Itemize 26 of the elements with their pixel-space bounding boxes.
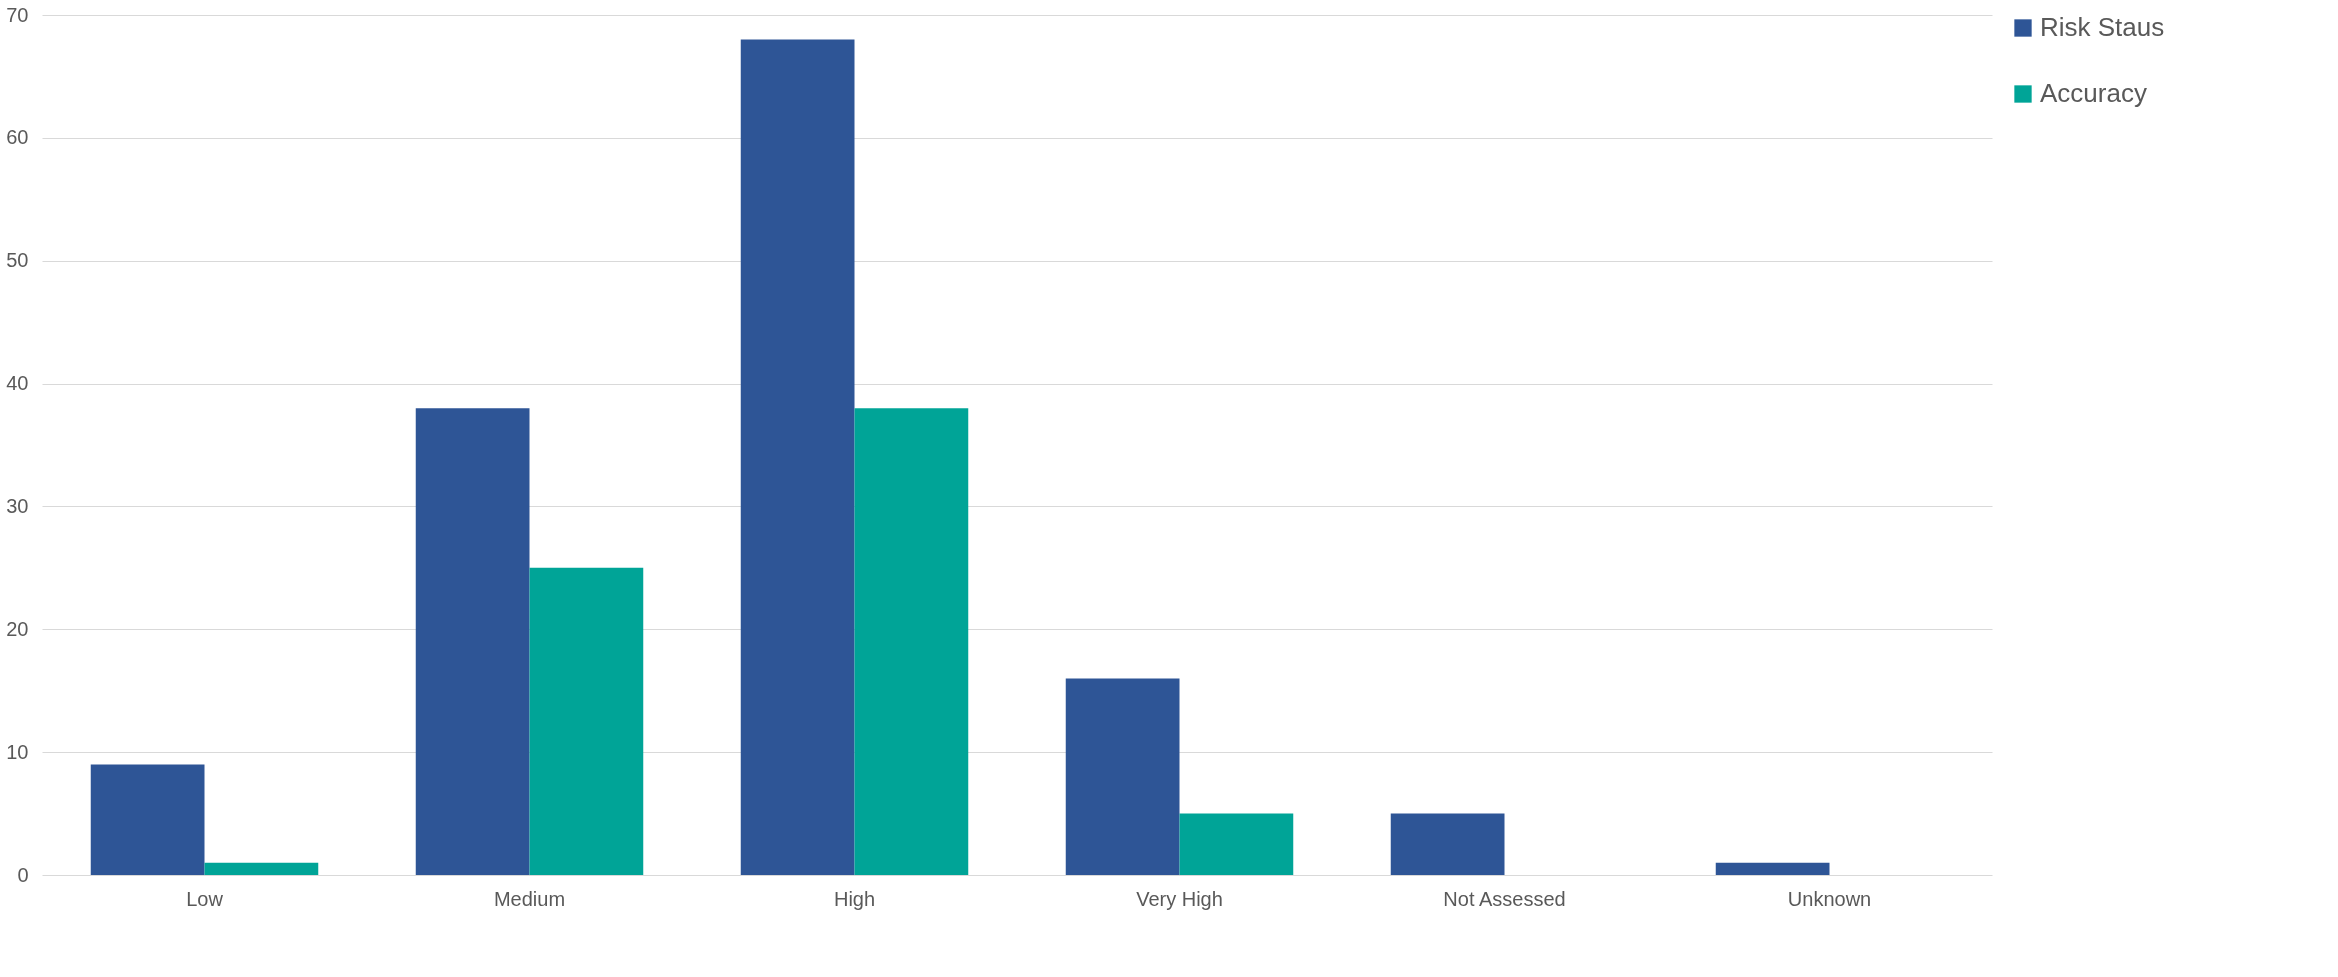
x-tick-label: High [833,887,876,910]
y-tick-label: 20 [6,617,29,640]
y-tick-label: 50 [6,249,29,272]
bar [1065,678,1180,875]
bar [740,39,855,875]
y-tick-label: 70 [6,3,29,26]
legend-label: Accuracy [2040,78,2147,108]
y-tick-label: 60 [6,126,29,149]
y-tick-label: 40 [6,372,29,395]
x-tick-label: Unknown [1787,887,1872,910]
x-tick-label: Very High [1136,887,1223,910]
bar [1390,813,1505,875]
bar [529,567,644,875]
bar [90,764,205,875]
bar [1179,813,1294,875]
legend-label: Risk Staus [2040,12,2165,42]
x-tick-label: Medium [493,887,566,910]
y-tick-label: 30 [6,494,29,517]
bar [854,408,969,875]
x-tick-label: Not Assessed [1443,887,1566,910]
y-tick-label: 0 [17,863,29,886]
y-tick-label: 10 [6,740,29,763]
x-tick-label: Low [186,887,224,910]
bar [1715,862,1830,875]
bar [204,862,319,875]
bar [415,408,530,875]
